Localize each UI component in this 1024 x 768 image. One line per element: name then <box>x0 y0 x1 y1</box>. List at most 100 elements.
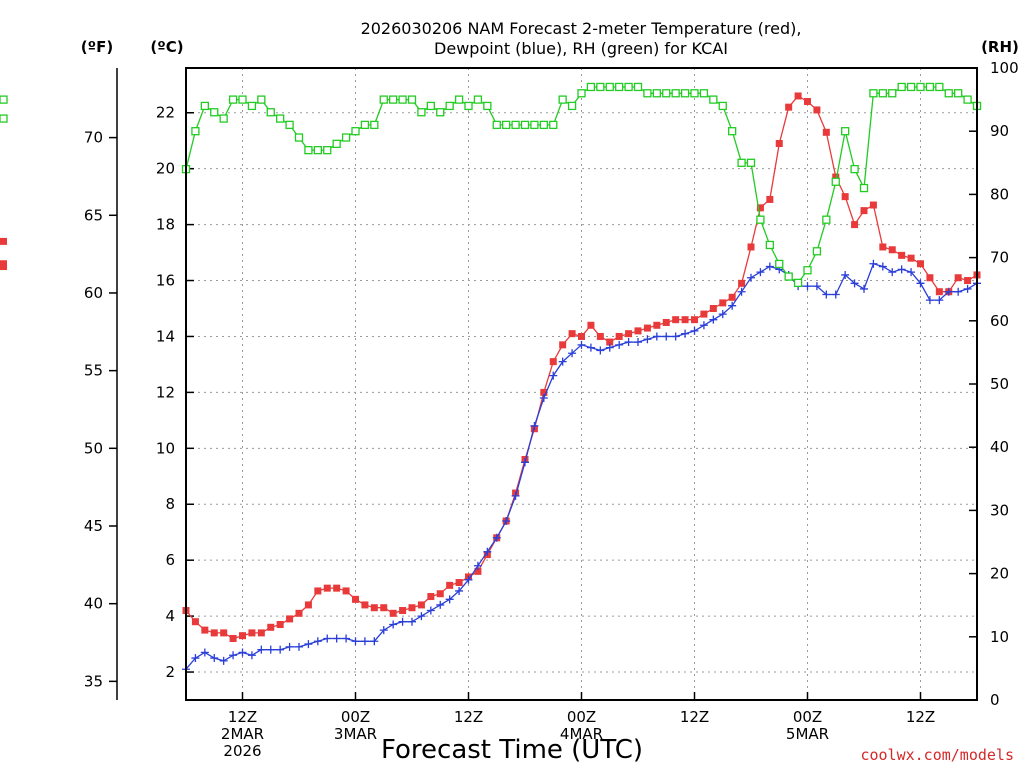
2-meter-temperature-point <box>681 316 689 324</box>
rh-point <box>793 278 803 288</box>
dewpoint-point <box>662 332 671 341</box>
rh-point <box>916 82 925 92</box>
time-tick-label: 2026 <box>223 742 261 760</box>
dewpoint-point <box>238 648 247 657</box>
rh-point <box>473 95 483 104</box>
grid-lines <box>186 68 977 700</box>
dewpoint-point <box>954 287 963 296</box>
rh-point <box>935 82 944 92</box>
dewpoint-point <box>219 656 228 665</box>
2-meter-temperature-point <box>276 620 284 628</box>
rh-point <box>257 95 266 104</box>
fahrenheit-tick-label: 45 <box>84 517 103 535</box>
dewpoint-point <box>530 421 539 430</box>
2-meter-temperature-point <box>709 304 717 312</box>
rh-point <box>925 82 935 92</box>
dewpoint-point <box>747 273 755 282</box>
dewpoint-point <box>360 637 369 646</box>
2-meter-temperature-point <box>474 567 482 575</box>
rh-tick-label: 30 <box>990 501 1009 519</box>
rh-point <box>407 95 417 104</box>
celsius-axis: 2 4 6 8 10 12 14 16 18 20 22 <box>156 104 194 681</box>
dewpoint-point <box>699 321 708 330</box>
2-meter-temperature-point <box>662 318 670 326</box>
dewpoint-point <box>285 642 294 651</box>
dewpoint-point <box>671 332 680 341</box>
rh-point <box>539 120 548 130</box>
rh-point <box>728 127 737 136</box>
dewpoint-point <box>464 575 473 584</box>
dewpoint-point <box>888 268 897 277</box>
dewpoint-point <box>709 315 718 324</box>
fahrenheit-tick-label: 35 <box>84 672 103 690</box>
rh-tick-label: 80 <box>990 185 1009 203</box>
dewpoint-point <box>756 268 765 277</box>
dewpoint-point <box>728 301 737 310</box>
rh-axis: 0 10 20 30 40 50 60 70 80 90 100 <box>969 59 1019 709</box>
dewpoint-point <box>389 620 398 629</box>
dewpoint-point <box>916 279 925 288</box>
rh-point <box>398 95 407 104</box>
dewpoint-point <box>323 634 332 643</box>
dewpoint-point <box>549 371 558 380</box>
2-meter-temperature-point <box>596 332 604 340</box>
dewpoint-point <box>568 349 577 358</box>
rh-point <box>822 215 831 224</box>
chart-title-line-2: Dewpoint (blue), RH (green) for KCAI <box>434 39 728 58</box>
rh-point <box>445 101 454 111</box>
rh-point <box>662 89 671 98</box>
2-meter-temperature-point <box>370 604 378 612</box>
rh-point <box>0 95 8 104</box>
dewpoint-point <box>860 284 868 293</box>
dewpoint-point <box>831 290 840 299</box>
rh-point <box>549 120 558 130</box>
dewpoint-point <box>313 637 322 646</box>
dewpoint-point <box>539 393 548 402</box>
rh-point <box>285 120 294 130</box>
celsius-unit-label: (ºC) <box>150 38 183 56</box>
dewpoint-point <box>586 343 595 352</box>
rh-point <box>775 259 784 269</box>
rh-point <box>624 82 633 92</box>
2-meter-temperature-point <box>191 618 199 626</box>
x-axis-label: Forecast Time (UTC) <box>381 735 643 765</box>
dewpoint-point <box>266 645 275 654</box>
fahrenheit-axis: 35 40 45 50 55 60 65 70 <box>84 68 118 700</box>
time-tick-label: 00Z <box>341 708 370 726</box>
celsius-tick-label: 10 <box>156 439 175 457</box>
rh-point <box>389 95 398 104</box>
2-meter-temperature-point <box>286 615 294 623</box>
rh-point <box>737 158 746 167</box>
2-meter-temperature-point <box>578 332 585 340</box>
dewpoint-point <box>229 651 238 660</box>
time-tick-label: 12Z <box>454 708 483 726</box>
celsius-tick-label: 8 <box>165 495 175 513</box>
2-meter-temperature-point <box>756 204 764 212</box>
2-meter-temperature-point <box>804 98 811 106</box>
2-meter-temperature-point <box>352 595 359 603</box>
rh-point <box>313 146 322 155</box>
rh-point <box>530 120 539 130</box>
time-tick-label: 12Z <box>906 708 935 726</box>
rh-point <box>897 82 906 92</box>
2-meter-temperature-point <box>201 626 209 634</box>
rh-point <box>191 127 200 136</box>
rh-point <box>210 108 219 117</box>
dewpoint-point <box>417 612 426 621</box>
rh-tick-label: 60 <box>990 312 1009 330</box>
rh-point <box>294 133 304 142</box>
rh-tick-label: 70 <box>990 249 1009 267</box>
rh-point <box>718 101 727 111</box>
rh-point <box>690 89 699 98</box>
rh-point <box>0 114 8 123</box>
2-meter-temperature-point <box>257 629 265 637</box>
2-meter-temperature-point <box>747 243 755 251</box>
rh-point <box>605 82 614 92</box>
fahrenheit-tick-label: 70 <box>84 129 103 147</box>
rh-point <box>680 89 690 98</box>
dewpoint-point <box>511 491 520 500</box>
2-meter-temperature-point <box>417 601 425 609</box>
dewpoint-point <box>436 600 445 609</box>
rh-tick-label: 40 <box>990 438 1009 456</box>
